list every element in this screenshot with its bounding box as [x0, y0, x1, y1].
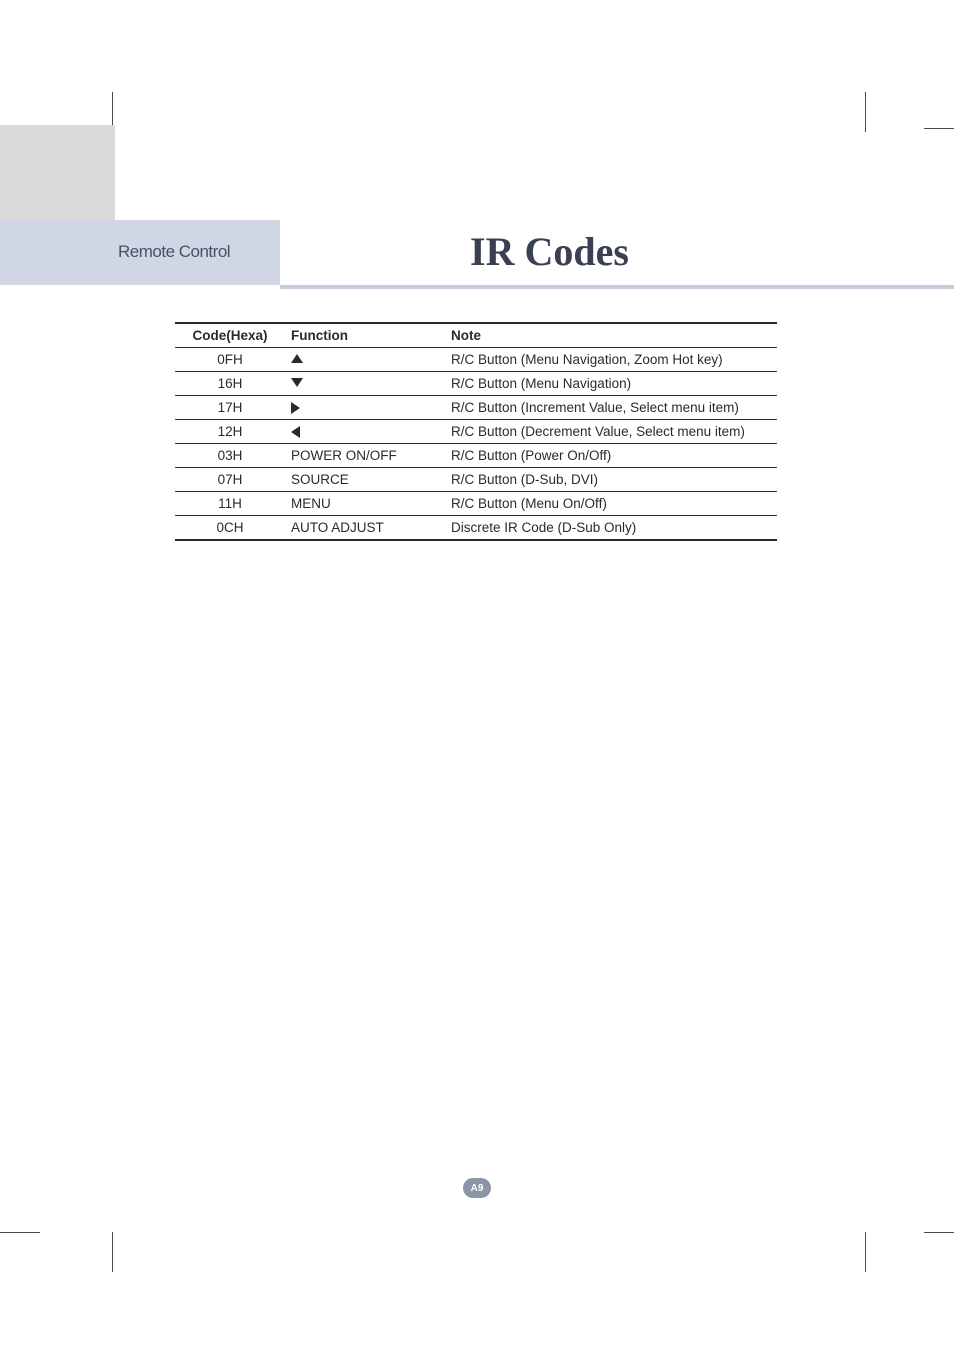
cell-code: 03H: [175, 444, 285, 468]
page-number-badge: A9: [463, 1178, 491, 1198]
table-row: 07HSOURCER/C Button (D-Sub, DVI): [175, 468, 777, 492]
cell-note: R/C Button (Menu Navigation): [445, 372, 777, 396]
arrow-down-icon: [291, 376, 303, 391]
cell-function: AUTO ADJUST: [285, 516, 445, 541]
crop-mark: [924, 1232, 954, 1233]
table-row: 11HMENUR/C Button (Menu On/Off): [175, 492, 777, 516]
cell-function: [285, 420, 445, 444]
cell-code: 11H: [175, 492, 285, 516]
cell-function: [285, 372, 445, 396]
cell-function: [285, 396, 445, 420]
cell-note: R/C Button (Decrement Value, Select menu…: [445, 420, 777, 444]
arrow-up-icon: [291, 352, 303, 367]
table-row: 17H R/C Button (Increment Value, Select m…: [175, 396, 777, 420]
arrow-left-icon: [291, 424, 303, 439]
crop-mark: [865, 1232, 866, 1272]
table-row: 12H R/C Button (Decrement Value, Select m…: [175, 420, 777, 444]
cell-note: Discrete IR Code (D-Sub Only): [445, 516, 777, 541]
cell-code: 16H: [175, 372, 285, 396]
page-header: Remote Control IR Codes: [0, 220, 954, 292]
table-row: 0CHAUTO ADJUSTDiscrete IR Code (D-Sub On…: [175, 516, 777, 541]
col-header-function: Function: [285, 323, 445, 348]
cell-code: 0FH: [175, 348, 285, 372]
crop-mark: [865, 92, 866, 132]
crop-mark: [0, 1232, 40, 1233]
crop-mark: [112, 1232, 113, 1272]
crop-mark: [924, 128, 954, 129]
cell-function: MENU: [285, 492, 445, 516]
table-header-row: Code(Hexa) Function Note: [175, 323, 777, 348]
cell-code: 12H: [175, 420, 285, 444]
page-number: A9: [471, 1183, 484, 1194]
cell-note: R/C Button (Power On/Off): [445, 444, 777, 468]
table-row: 03HPOWER ON/OFFR/C Button (Power On/Off): [175, 444, 777, 468]
grey-sidebar-block: [0, 125, 115, 220]
ir-codes-table: Code(Hexa) Function Note 0FH R/C Button (…: [175, 322, 777, 541]
cell-function: SOURCE: [285, 468, 445, 492]
cell-function: POWER ON/OFF: [285, 444, 445, 468]
page-title: IR Codes: [470, 228, 629, 275]
table-row: 16H R/C Button (Menu Navigation): [175, 372, 777, 396]
cell-function: [285, 348, 445, 372]
col-header-note: Note: [445, 323, 777, 348]
cell-code: 17H: [175, 396, 285, 420]
cell-code: 07H: [175, 468, 285, 492]
arrow-right-icon: [291, 400, 303, 415]
table-row: 0FH R/C Button (Menu Navigation, Zoom Hot…: [175, 348, 777, 372]
col-header-code: Code(Hexa): [175, 323, 285, 348]
cell-code: 0CH: [175, 516, 285, 541]
cell-note: R/C Button (Increment Value, Select menu…: [445, 396, 777, 420]
cell-note: R/C Button (D-Sub, DVI): [445, 468, 777, 492]
section-label: Remote Control: [118, 242, 230, 262]
cell-note: R/C Button (Menu Navigation, Zoom Hot ke…: [445, 348, 777, 372]
cell-note: R/C Button (Menu On/Off): [445, 492, 777, 516]
header-underline: [280, 285, 954, 289]
